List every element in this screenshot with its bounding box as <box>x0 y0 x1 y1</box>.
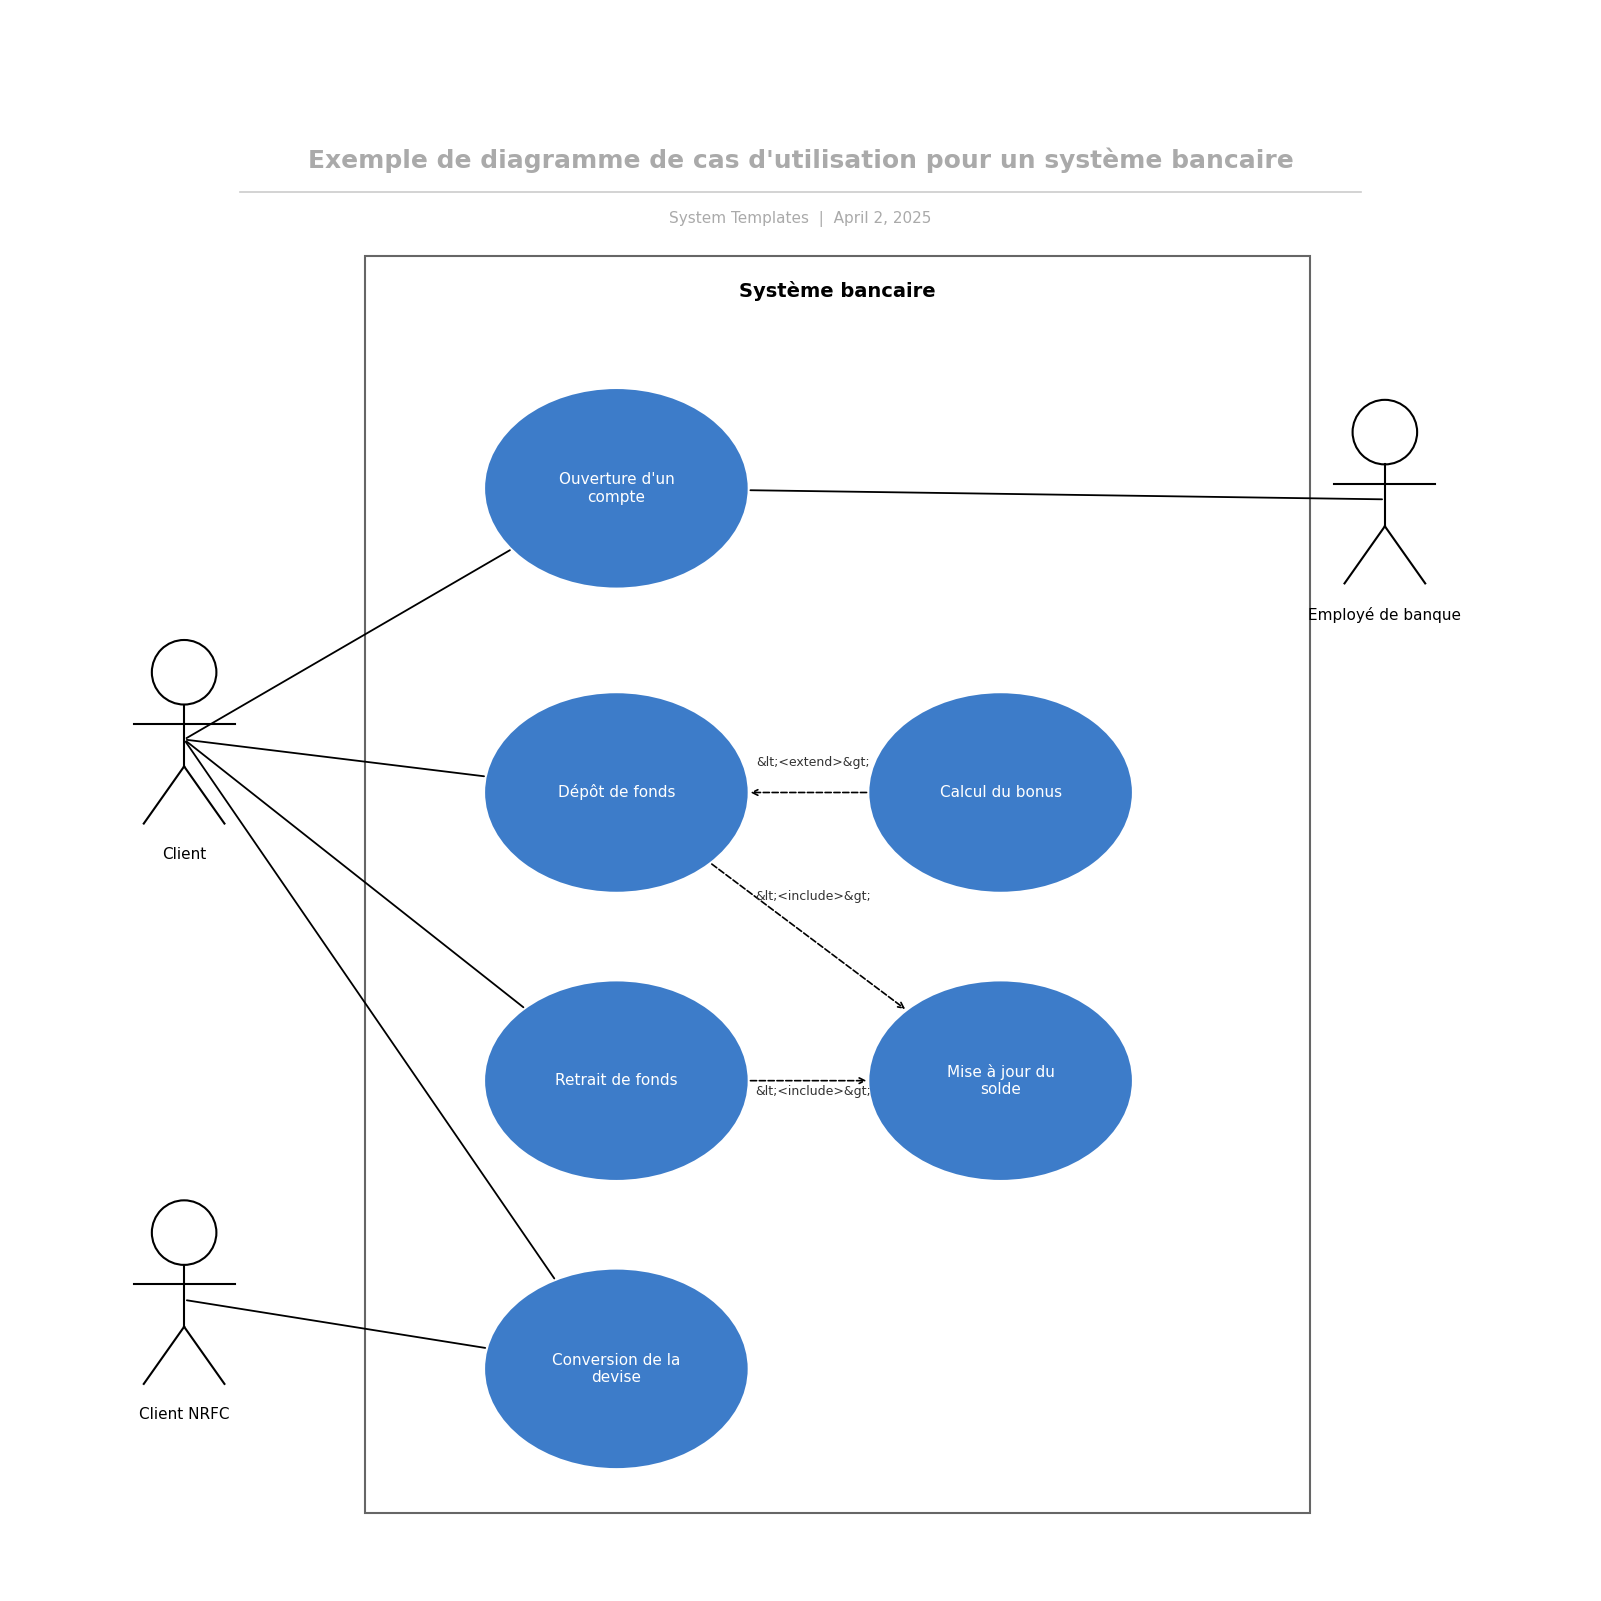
Text: &lt;<include>&gt;: &lt;<include>&gt; <box>756 890 871 903</box>
Ellipse shape <box>485 981 748 1180</box>
Text: Client NRFC: Client NRFC <box>139 1407 229 1422</box>
Ellipse shape <box>485 693 748 892</box>
Text: Dépôt de fonds: Dépôt de fonds <box>557 784 676 800</box>
Text: &lt;<include>&gt;: &lt;<include>&gt; <box>756 1085 871 1098</box>
Ellipse shape <box>869 981 1132 1180</box>
Ellipse shape <box>485 389 748 588</box>
Ellipse shape <box>869 693 1132 892</box>
Text: Mise à jour du
solde: Mise à jour du solde <box>946 1065 1055 1097</box>
Text: System Templates  |  April 2, 2025: System Templates | April 2, 2025 <box>669 211 932 227</box>
Text: Calcul du bonus: Calcul du bonus <box>940 784 1061 800</box>
Text: &lt;<extend>&gt;: &lt;<extend>&gt; <box>757 756 869 768</box>
Text: Client: Client <box>162 847 207 861</box>
Circle shape <box>152 1201 216 1265</box>
Text: Conversion de la
devise: Conversion de la devise <box>552 1353 680 1385</box>
Text: Système bancaire: Système bancaire <box>740 282 935 301</box>
Circle shape <box>152 640 216 704</box>
Circle shape <box>1353 400 1417 464</box>
Text: Ouverture d'un
compte: Ouverture d'un compte <box>559 472 674 504</box>
Text: Retrait de fonds: Retrait de fonds <box>556 1073 677 1089</box>
Ellipse shape <box>485 1270 748 1468</box>
Text: Employé de banque: Employé de banque <box>1308 607 1462 623</box>
FancyBboxPatch shape <box>365 256 1310 1513</box>
Text: Exemple de diagramme de cas d'utilisation pour un système bancaire: Exemple de diagramme de cas d'utilisatio… <box>307 147 1294 173</box>
